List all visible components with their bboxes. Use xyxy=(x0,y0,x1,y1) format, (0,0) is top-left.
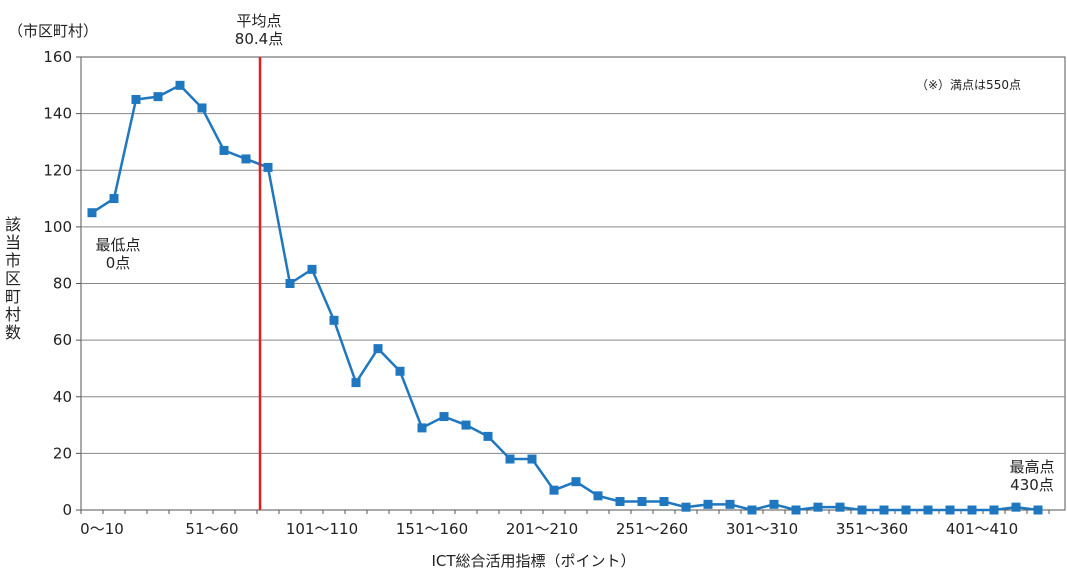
x-tick-label: 351〜360 xyxy=(836,520,908,538)
y-tick-label: 140 xyxy=(43,105,72,123)
y-tick-label: 100 xyxy=(43,218,72,236)
data-point xyxy=(87,208,97,218)
full-score-note: （※）満点は550点 xyxy=(916,78,1021,92)
x-tick-label: 151〜160 xyxy=(396,520,468,538)
series-path xyxy=(91,83,1039,512)
data-point xyxy=(835,502,845,512)
average-label-title: 平均点 xyxy=(236,12,282,30)
data-point xyxy=(769,499,779,509)
data-point xyxy=(395,366,405,376)
data-point xyxy=(307,264,317,274)
data-point xyxy=(967,505,977,515)
average-label-value: 80.4点 xyxy=(234,30,284,48)
data-point xyxy=(329,315,339,325)
data-point xyxy=(153,92,163,102)
series-line xyxy=(87,80,1043,515)
data-point xyxy=(285,279,295,288)
data-point xyxy=(373,344,383,354)
data-point xyxy=(725,499,735,509)
data-point xyxy=(681,502,691,512)
data-point xyxy=(461,420,471,430)
data-point xyxy=(857,505,867,515)
data-point xyxy=(989,505,999,515)
max-score-label: 最高点 xyxy=(1009,458,1055,476)
y-tick-label: 60 xyxy=(53,331,72,349)
data-point xyxy=(1011,502,1021,512)
gridlines xyxy=(76,56,1066,514)
data-point xyxy=(549,485,559,495)
data-point xyxy=(879,505,889,515)
data-point xyxy=(747,505,757,515)
y-tick-label: 120 xyxy=(43,161,72,179)
data-point xyxy=(131,94,141,104)
data-point xyxy=(175,80,185,90)
x-tick-label: 101〜110 xyxy=(286,520,358,538)
data-point xyxy=(615,497,625,507)
data-point xyxy=(527,454,537,464)
x-tick-label: 0〜10 xyxy=(80,520,124,538)
data-point xyxy=(505,454,515,464)
data-point xyxy=(901,505,911,515)
data-point xyxy=(813,502,823,512)
data-point xyxy=(439,412,449,422)
data-point xyxy=(483,431,493,441)
max-score-value: 430点 xyxy=(1010,476,1054,494)
y-unit-label: （市区町村） xyxy=(8,22,99,40)
y-axis-label: 該当市区町村数 xyxy=(4,215,21,342)
data-point xyxy=(571,477,581,487)
data-point xyxy=(659,497,669,507)
data-point xyxy=(241,154,251,164)
x-tick-label: 401〜410 xyxy=(946,520,1018,538)
x-tick-label: 201〜210 xyxy=(506,520,578,538)
data-point xyxy=(593,491,603,501)
data-point xyxy=(703,499,713,509)
data-point xyxy=(637,497,647,507)
data-point xyxy=(219,145,229,155)
data-point xyxy=(791,505,801,515)
y-tick-label: 40 xyxy=(53,388,72,406)
x-tick-label: 301〜310 xyxy=(726,520,798,538)
x-axis-label: ICT総合活用指標（ポイント） xyxy=(431,552,636,570)
y-tick-label: 0 xyxy=(62,501,72,519)
data-point xyxy=(351,378,361,388)
data-point xyxy=(197,103,207,113)
data-point xyxy=(1033,505,1043,515)
min-score-label: 最低点 xyxy=(95,236,141,254)
y-tick-label: 80 xyxy=(53,275,72,293)
data-point xyxy=(945,505,955,515)
y-tick-labels: 0 20 40 60 80 100 120 140 160 xyxy=(43,48,72,519)
x-tick-label: 251〜260 xyxy=(616,520,688,538)
data-point xyxy=(109,194,119,204)
data-point xyxy=(923,505,933,515)
y-tick-label: 160 xyxy=(43,48,72,66)
y-tick-label: 20 xyxy=(53,444,72,462)
x-tick-labels: 0〜10 51〜60 101〜110 151〜160 201〜210 251〜260 301… xyxy=(80,520,1018,538)
min-score-value: 0点 xyxy=(105,254,131,272)
x-tick-label: 51〜60 xyxy=(185,520,238,538)
data-point xyxy=(417,423,427,433)
data-point xyxy=(263,162,273,172)
